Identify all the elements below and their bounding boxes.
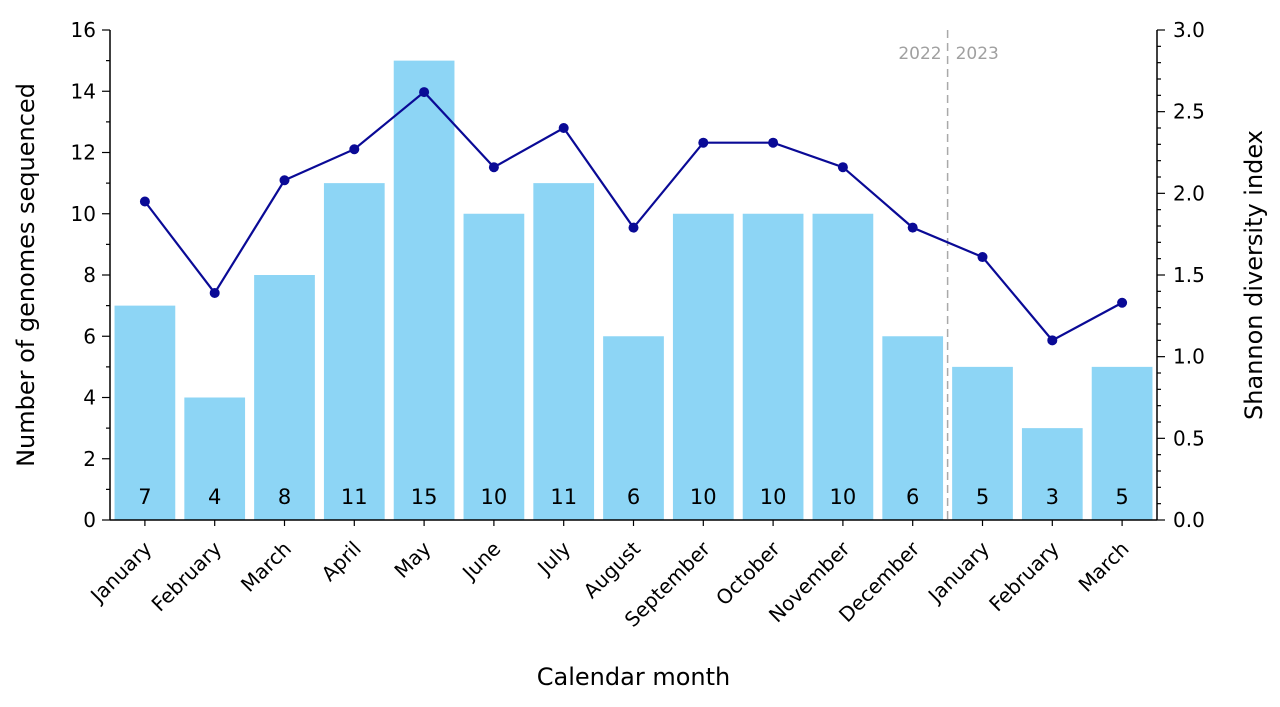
- y2-tick-label-6: 3.0: [1173, 18, 1205, 42]
- bar-value-label-1: 4: [208, 485, 221, 509]
- diversity-point-2: [279, 175, 290, 186]
- y-tick-label-2: 2: [83, 447, 96, 471]
- bar-4: [393, 60, 455, 520]
- bar-8: [672, 213, 734, 520]
- diversity-point-1: [209, 287, 220, 298]
- diversity-point-7: [628, 222, 639, 233]
- bar-2: [254, 275, 315, 520]
- bar-value-label-11: 6: [906, 485, 919, 509]
- ticks-layer: 0 2 4 6 8 10 12 14 16 0.0 0.5 1.0 1.5 2.0 2.5 3.0 Januar…: [71, 18, 1205, 632]
- bar-1: [184, 397, 246, 520]
- x-tick-label-14: March: [1074, 537, 1134, 597]
- y2-tick-label-5: 2.5: [1173, 100, 1205, 124]
- bar-value-label-0: 7: [138, 485, 151, 509]
- bar-value-label-9: 10: [760, 485, 787, 509]
- diversity-line-layer: [139, 87, 1128, 346]
- y2-axis-title: Shannon diversity index: [1240, 130, 1268, 420]
- y-tick-label-4: 4: [83, 386, 96, 410]
- year-label-left: 2022: [898, 44, 941, 64]
- y-tick-label-0: 0: [83, 508, 96, 532]
- bar-value-label-14: 5: [1115, 485, 1128, 509]
- diversity-point-12: [977, 252, 988, 263]
- x-tick-label-4: May: [389, 536, 435, 582]
- y2-tick-label-4: 2.0: [1173, 181, 1205, 205]
- y2-tick-label-1: 0.5: [1173, 426, 1205, 450]
- bar-value-label-5: 10: [481, 485, 508, 509]
- bar-value-label-10: 10: [830, 485, 857, 509]
- x-tick-label-2: March: [236, 537, 296, 597]
- y2-tick-label-3: 1.5: [1173, 263, 1205, 287]
- bar-5: [463, 213, 525, 520]
- bar-13: [1021, 428, 1083, 520]
- diversity-point-8: [698, 137, 709, 148]
- x-axis-title: Calendar month: [537, 663, 730, 691]
- bar-0: [114, 305, 176, 520]
- y2-tick-label-2: 1.0: [1173, 345, 1205, 369]
- bar-3: [323, 183, 385, 520]
- x-tick-label-6: July: [531, 536, 575, 580]
- bar-value-label-8: 10: [690, 485, 717, 509]
- diversity-point-4: [419, 87, 430, 98]
- bar-9: [742, 213, 804, 520]
- y-axis-title: Number of genomes sequenced: [12, 83, 40, 467]
- y-tick-label-14: 14: [71, 79, 96, 103]
- x-tick-label-0: January: [84, 536, 156, 608]
- diversity-point-6: [558, 123, 569, 133]
- y-tick-label-12: 12: [71, 141, 96, 165]
- bar-value-label-2: 8: [278, 485, 291, 509]
- y-tick-label-8: 8: [83, 263, 96, 287]
- y-tick-label-16: 16: [71, 18, 96, 42]
- bar-14: [1091, 366, 1153, 520]
- bar-value-labels: 7 4 8 11 15 10 11 6 10 10 10 6 5 3 5: [138, 485, 1129, 509]
- bar-value-label-7: 6: [627, 485, 640, 509]
- diversity-point-14: [1117, 297, 1128, 308]
- bar-value-label-3: 11: [341, 485, 368, 509]
- bar-value-label-6: 11: [550, 485, 577, 509]
- diversity-point-3: [349, 144, 360, 155]
- bar-10: [812, 213, 874, 520]
- diversity-point-10: [837, 162, 848, 173]
- y-tick-label-6: 6: [83, 324, 96, 348]
- x-tick-label-7: August: [579, 536, 646, 603]
- x-tick-label-13: February: [984, 536, 1064, 616]
- x-tick-label-5: June: [456, 537, 505, 586]
- bar-7: [603, 336, 664, 520]
- x-tick-label-12: January: [922, 536, 994, 608]
- y-tick-label-10: 10: [71, 202, 96, 226]
- bar-value-label-13: 3: [1046, 485, 1059, 509]
- diversity-point-13: [1047, 335, 1058, 346]
- y2-tick-label-0: 0.0: [1173, 508, 1205, 532]
- bars-layer: [114, 60, 1153, 520]
- diversity-point-0: [139, 196, 150, 207]
- bar-11: [882, 336, 944, 520]
- bar-value-label-4: 15: [411, 485, 438, 509]
- diversity-point-11: [907, 222, 918, 233]
- bar-6: [533, 183, 595, 520]
- bar-value-label-12: 5: [976, 485, 989, 509]
- x-tick-label-1: February: [147, 536, 227, 616]
- x-tick-label-3: April: [317, 537, 366, 586]
- bar-12: [952, 366, 1013, 520]
- diversity-point-9: [768, 137, 779, 148]
- year-divider-layer: 2022 2023: [898, 30, 999, 520]
- diversity-point-5: [488, 162, 499, 173]
- year-label-right: 2023: [956, 44, 999, 64]
